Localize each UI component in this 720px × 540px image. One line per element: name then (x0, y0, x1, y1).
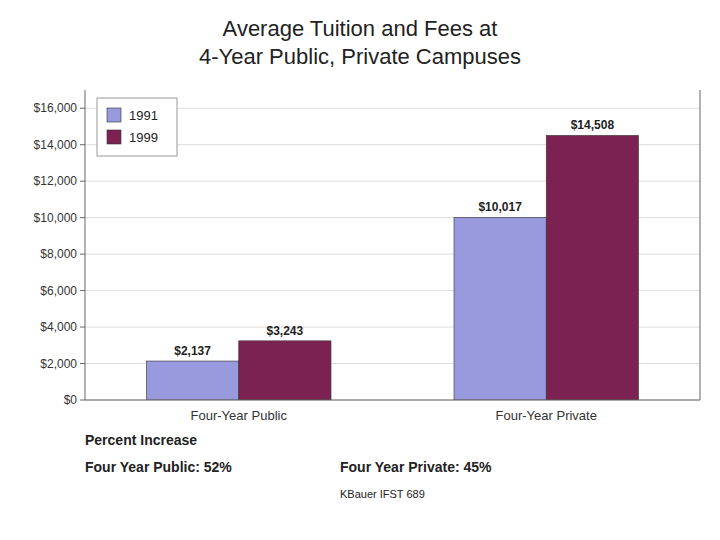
tick-mark (80, 290, 85, 291)
tick-mark (80, 181, 85, 182)
x-tick-label: Four-Year Public (191, 408, 288, 423)
annotation: Four Year Public: 52% (85, 459, 232, 475)
bar (147, 361, 239, 400)
chart: Average Tuition and Fees at 4-Year Public… (0, 0, 720, 540)
bar (546, 135, 638, 400)
tick-mark (80, 144, 85, 145)
bar (239, 341, 331, 400)
legend-swatch (107, 130, 121, 144)
annotation: Four Year Private: 45% (340, 459, 492, 475)
legend-label: 1999 (129, 130, 158, 145)
bars (147, 135, 639, 400)
y-tick-label: $6,000 (40, 284, 77, 298)
y-tick-label: $4,000 (40, 320, 77, 334)
data-label: $2,137 (174, 344, 211, 358)
y-tick-label: $0 (64, 393, 78, 407)
data-labels: $2,137 $10,017 $3,243 $14,508 (174, 118, 614, 358)
y-tick-label: $10,000 (34, 211, 78, 225)
y-tick-label: $2,000 (40, 357, 77, 371)
x-tick-label: Four-Year Private (496, 408, 597, 423)
legend-label: 1991 (129, 108, 158, 123)
legend: 1991 1999 (97, 98, 177, 156)
annotation: KBauer IFST 689 (340, 488, 425, 500)
data-label: $14,508 (571, 118, 615, 132)
data-label: $3,243 (267, 324, 304, 338)
tick-mark (80, 400, 85, 401)
subtitle: 4-Year Public, Private Campuses (199, 44, 521, 69)
legend-swatch (107, 108, 121, 122)
y-tick-label: $12,000 (34, 174, 78, 188)
tick-mark (80, 108, 85, 109)
y-tick-label: $16,000 (34, 101, 78, 115)
legend-frame (97, 98, 177, 156)
tick-mark (80, 363, 85, 364)
data-label: $10,017 (478, 200, 522, 214)
tick-mark (80, 217, 85, 218)
annotation: Percent Increase (85, 432, 197, 448)
bar (454, 217, 546, 400)
y-tick-label: $14,000 (34, 138, 78, 152)
y-tick-label: $8,000 (40, 247, 77, 261)
x-axis-line (85, 400, 700, 401)
title: Average Tuition and Fees at (223, 16, 498, 41)
y-axis-line (85, 90, 86, 400)
grid-line (85, 400, 700, 401)
right-axis-line (700, 90, 701, 400)
tick-mark (80, 254, 85, 255)
tick-mark (80, 327, 85, 328)
